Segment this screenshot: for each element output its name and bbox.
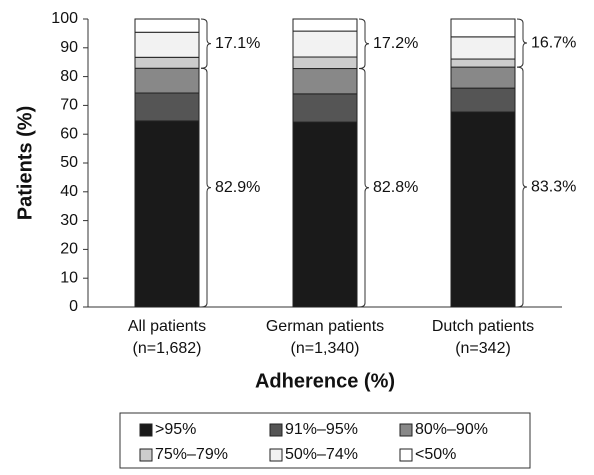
- bracket: [358, 18, 370, 70]
- x-tick-label: (n=1,340): [291, 340, 360, 357]
- bar-segment: [134, 92, 200, 122]
- y-tick-label: 0: [69, 298, 78, 315]
- bracket: [200, 18, 212, 69]
- bar-segment: [134, 18, 200, 33]
- bracket-label: 17.1%: [215, 35, 260, 52]
- legend-swatch: [139, 448, 153, 462]
- bar-segment: [292, 121, 358, 308]
- bracket: [516, 18, 528, 68]
- y-tick-label: 70: [60, 97, 78, 114]
- legend-swatch: [269, 448, 283, 462]
- x-axis-label: Adherence (%): [255, 370, 395, 392]
- bar-segment: [292, 30, 358, 58]
- bar-segment: [134, 56, 200, 69]
- legend-label: <50%: [415, 446, 456, 463]
- y-tick-label: 20: [60, 241, 78, 258]
- bracket: [516, 66, 528, 308]
- bar-segment: [292, 93, 358, 123]
- legend-label: 80%–90%: [415, 421, 488, 438]
- bar-segment: [450, 18, 516, 38]
- legend-box: [119, 412, 531, 469]
- bar-segment: [450, 36, 516, 60]
- bracket-label: 82.9%: [215, 179, 260, 196]
- y-tick-label: 80: [60, 68, 78, 85]
- y-tick-label: 50: [60, 154, 78, 171]
- bar-segment: [450, 66, 516, 89]
- bracket-label: 82.8%: [373, 179, 418, 196]
- x-tick-label: (n=1,682): [133, 340, 202, 357]
- y-tick-label: 60: [60, 125, 78, 142]
- y-tick-label: 40: [60, 183, 78, 200]
- x-tick-label: German patients: [266, 318, 384, 335]
- bracket-label: 83.3%: [531, 178, 576, 195]
- bar-segment: [292, 18, 358, 32]
- bar-segment: [450, 87, 516, 113]
- x-tick-label: Dutch patients: [432, 318, 534, 335]
- bar-segment: [134, 31, 200, 58]
- bracket: [358, 68, 370, 308]
- bar-segment: [292, 56, 358, 70]
- x-tick-label: (n=342): [455, 340, 511, 357]
- y-tick-label: 10: [60, 269, 78, 286]
- bar-segment: [134, 67, 200, 94]
- legend-label: 50%–74%: [285, 446, 358, 463]
- y-axis-label: Patients (%): [14, 106, 36, 220]
- legend-swatch: [139, 423, 153, 437]
- legend-label: >95%: [155, 421, 196, 438]
- bar-segment: [292, 68, 358, 95]
- legend-swatch: [399, 448, 413, 462]
- bracket-label: 17.2%: [373, 35, 418, 52]
- legend-swatch: [399, 423, 413, 437]
- bracket: [200, 67, 212, 308]
- legend-label: 75%–79%: [155, 446, 228, 463]
- y-tick-label: 90: [60, 39, 78, 56]
- bar-segment: [450, 111, 516, 308]
- y-tick-label: 100: [51, 10, 78, 27]
- bracket-label: 16.7%: [531, 34, 576, 51]
- y-tick-label: 30: [60, 212, 78, 229]
- bar-segment: [450, 58, 516, 68]
- legend-swatch: [269, 423, 283, 437]
- legend-label: 91%–95%: [285, 421, 358, 438]
- x-tick-label: All patients: [128, 318, 206, 335]
- bar-segment: [134, 120, 200, 308]
